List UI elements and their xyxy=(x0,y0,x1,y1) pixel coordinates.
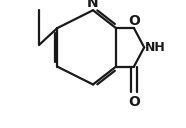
Text: O: O xyxy=(128,14,140,28)
Text: NH: NH xyxy=(145,41,166,54)
Text: O: O xyxy=(128,95,140,109)
Text: N: N xyxy=(87,0,99,10)
